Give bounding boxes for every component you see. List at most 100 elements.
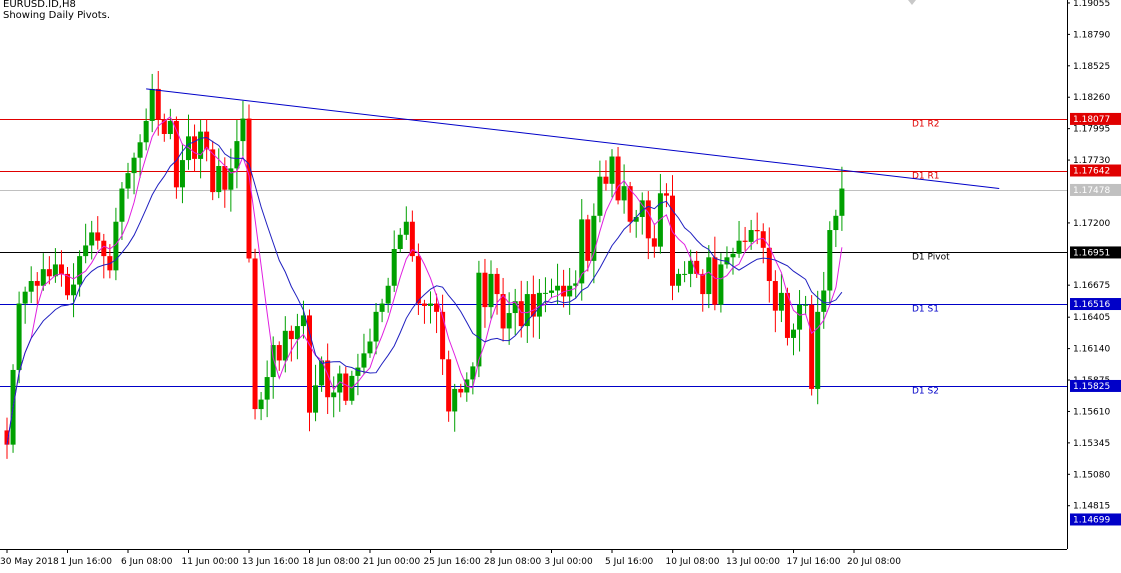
time-tick-label: 25 Jun 16:00	[424, 557, 481, 567]
candle	[706, 245, 712, 309]
candle	[294, 313, 300, 360]
svg-text:1.17478: 1.17478	[1073, 186, 1110, 196]
candle	[161, 113, 167, 142]
symbol-title: EURUSD.ID,H8	[3, 0, 76, 10]
chart-shift-icon[interactable]	[908, 0, 916, 5]
svg-text:1.16516: 1.16516	[1073, 300, 1110, 310]
level-label: D1 S2	[912, 387, 939, 397]
candle	[228, 148, 234, 212]
time-tick-label: 20 Jul 08:00	[847, 557, 901, 567]
candle	[718, 253, 724, 313]
level-price-badge: 1.15825	[1070, 379, 1121, 392]
time-axis[interactable]: 30 May 2018 1 Jun 16:00 6 Jun 08:00 11 Jun …	[0, 549, 901, 567]
candle	[119, 182, 125, 240]
candle	[52, 248, 58, 283]
candle	[307, 309, 312, 432]
level-price-badge: 1.17642	[1070, 164, 1121, 177]
candle	[355, 353, 361, 396]
candle	[645, 191, 651, 260]
svg-text:1.15825: 1.15825	[1073, 382, 1110, 392]
candle	[784, 287, 790, 346]
candle	[440, 294, 446, 375]
svg-text:1.14699: 1.14699	[1073, 515, 1110, 525]
candles	[4, 70, 845, 459]
candle	[58, 250, 64, 287]
candle	[561, 269, 567, 308]
candle	[186, 114, 191, 170]
ma-fast-line	[6, 116, 843, 445]
candle	[700, 269, 706, 312]
price-axis[interactable]: 1.19055 1.18790 1.18525 1.18260 1.17995 1.177…	[1067, 0, 1121, 526]
candle	[615, 146, 621, 205]
candle	[688, 249, 694, 288]
pivot-levels: D1 R2 D1 R1 D1 Pivot D1 S1 D1 S2	[0, 119, 1067, 397]
candle	[46, 256, 52, 285]
candle	[313, 364, 319, 422]
candle	[458, 383, 464, 398]
candle	[555, 263, 561, 305]
time-tick-label: 11 Jun 00:00	[182, 557, 239, 567]
candle	[319, 356, 325, 392]
price-tick-label: 1.16405	[1073, 313, 1110, 323]
candle	[149, 73, 155, 133]
candle	[736, 221, 742, 258]
candle	[385, 277, 391, 313]
price-tick-label: 1.17730	[1073, 156, 1110, 166]
time-tick-label: 13 Jun 16:00	[242, 557, 299, 567]
candle	[766, 227, 772, 303]
candle	[379, 298, 385, 323]
candle	[512, 288, 518, 335]
candle	[300, 300, 306, 339]
candle	[198, 119, 204, 179]
candle	[657, 173, 663, 254]
trendline[interactable]	[146, 88, 1000, 190]
time-tick-label: 5 Jul 16:00	[605, 557, 654, 567]
candle	[252, 248, 258, 420]
candle	[839, 166, 845, 231]
candle	[815, 290, 821, 405]
candle	[791, 323, 796, 356]
candle	[549, 278, 554, 298]
price-tick-label: 1.18790	[1073, 30, 1110, 40]
candle	[724, 246, 730, 269]
candle	[651, 223, 657, 258]
candle	[682, 261, 688, 283]
candle	[609, 149, 615, 198]
candle	[754, 212, 760, 245]
candle	[325, 343, 331, 415]
candle	[488, 260, 494, 319]
candle	[409, 210, 415, 262]
candle	[34, 272, 40, 305]
candle	[276, 341, 282, 371]
candle	[95, 216, 101, 250]
candle	[797, 290, 803, 352]
candle	[179, 143, 185, 204]
candle	[397, 228, 403, 253]
candle	[270, 336, 276, 399]
candle	[264, 360, 270, 418]
candle	[597, 160, 603, 223]
moving-averages	[6, 116, 843, 445]
candle	[621, 164, 627, 214]
candle	[742, 226, 748, 251]
level-label: D1 Pivot	[912, 253, 950, 263]
candle	[827, 221, 833, 306]
candle	[591, 203, 597, 284]
candle	[542, 277, 548, 313]
candle	[573, 270, 579, 298]
candle	[16, 291, 22, 384]
candle	[633, 209, 639, 238]
candle	[500, 277, 506, 342]
current-price-badge: 1.17478	[1070, 183, 1121, 196]
level-label: D1 S1	[912, 305, 939, 315]
candle	[331, 376, 337, 418]
candle	[373, 302, 379, 355]
time-tick-label: 17 Jul 16:00	[787, 557, 841, 567]
trendline-group[interactable]	[146, 88, 1000, 190]
candle	[434, 293, 440, 334]
candle	[71, 263, 77, 318]
candle	[367, 328, 373, 358]
candle	[428, 291, 433, 324]
